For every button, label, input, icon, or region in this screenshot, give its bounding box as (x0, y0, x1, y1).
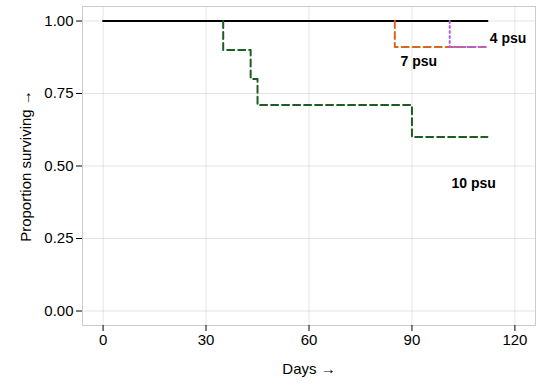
svg-text:10 psu: 10 psu (452, 175, 496, 191)
svg-text:4 psu: 4 psu (490, 30, 527, 46)
svg-text:0: 0 (99, 331, 107, 348)
svg-text:0.50: 0.50 (44, 157, 73, 174)
svg-text:0.75: 0.75 (44, 84, 73, 101)
svg-text:1.00: 1.00 (44, 12, 73, 29)
svg-text:0.00: 0.00 (44, 302, 73, 319)
svg-text:Days →: Days → (282, 360, 335, 377)
svg-text:7 psu: 7 psu (401, 53, 438, 69)
svg-text:90: 90 (404, 331, 421, 348)
svg-text:0.25: 0.25 (44, 229, 73, 246)
svg-text:120: 120 (502, 331, 527, 348)
svg-text:Proportion surviving →: Proportion surviving → (17, 90, 34, 242)
svg-text:60: 60 (301, 331, 318, 348)
svg-text:30: 30 (198, 331, 215, 348)
